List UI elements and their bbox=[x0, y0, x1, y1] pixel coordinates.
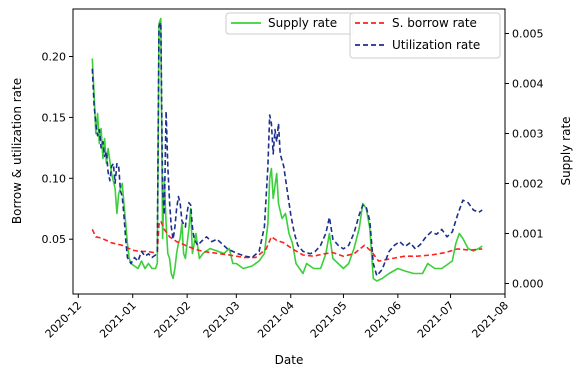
right-y-tick-label: 0.004 bbox=[512, 78, 544, 91]
legend-supply-label: Supply rate bbox=[268, 16, 337, 30]
x-tick-label: 2021-03 bbox=[201, 299, 243, 341]
supply-rate-line bbox=[91, 17, 483, 282]
right-y-axis-ticks: 0.000 0.001 0.002 0.003 0.004 0.005 bbox=[505, 28, 544, 291]
right-y-tick-label: 0.002 bbox=[512, 178, 544, 191]
right-y-tick-label: 0.001 bbox=[512, 228, 544, 241]
x-tick-label: 2020-12 bbox=[43, 299, 85, 341]
left-y-tick-label: 0.10 bbox=[42, 172, 67, 185]
right-y-tick-label: 0.003 bbox=[512, 128, 544, 141]
x-tick-label: 2021-02 bbox=[152, 299, 194, 341]
x-axis-ticks: 2020-12 2021-01 2021-02 2021-03 2021-04 2021-… bbox=[43, 294, 511, 341]
legend-right-box bbox=[349, 12, 501, 59]
x-tick-label: 2021-07 bbox=[415, 299, 457, 341]
right-y-tick-label: 0.005 bbox=[512, 28, 544, 41]
utilization-rate-line bbox=[91, 21, 483, 277]
legend-right: S. borrow rate Utilization rate bbox=[349, 12, 501, 59]
left-y-tick-label: 0.15 bbox=[42, 111, 67, 124]
borrow-rate-line bbox=[91, 220, 483, 262]
x-tick-label: 2021-08 bbox=[469, 299, 511, 341]
plot-lines bbox=[91, 17, 483, 282]
legend-borrow-label: S. borrow rate bbox=[392, 16, 477, 30]
x-tick-label: 2021-05 bbox=[308, 299, 350, 341]
x-tick-label: 2021-04 bbox=[255, 299, 297, 341]
x-tick-label: 2021-06 bbox=[362, 299, 404, 341]
left-y-tick-label: 0.20 bbox=[42, 51, 67, 64]
x-tick-label: 2021-01 bbox=[97, 299, 139, 341]
left-y-tick-label: 0.05 bbox=[42, 233, 67, 246]
left-y-axis-label: Borrow & utilization rate bbox=[10, 78, 24, 224]
right-y-axis-label: Supply rate bbox=[559, 116, 573, 185]
legend-supply: Supply rate bbox=[225, 12, 354, 35]
left-y-axis-ticks: 0.05 0.10 0.15 0.20 bbox=[42, 51, 73, 246]
x-axis-label: Date bbox=[275, 353, 304, 367]
right-y-tick-label: 0.000 bbox=[512, 278, 544, 291]
legend-utilization-label: Utilization rate bbox=[392, 38, 480, 52]
